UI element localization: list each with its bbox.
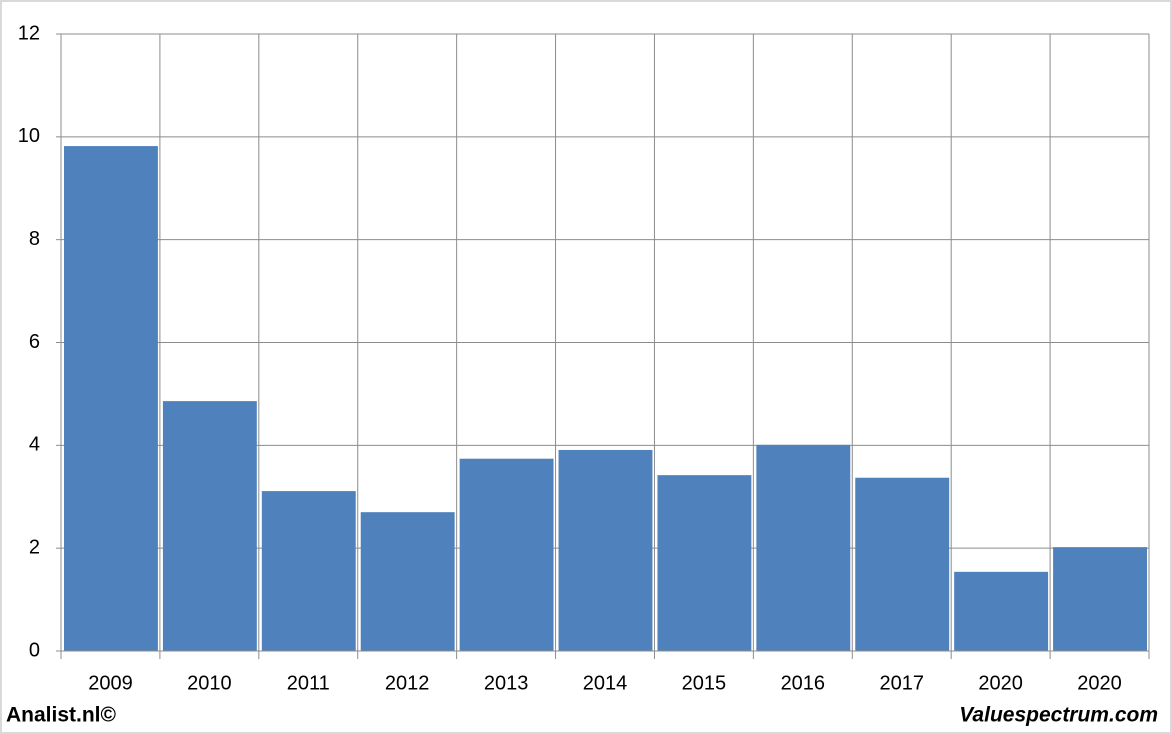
- bar: [162, 401, 257, 651]
- y-tick-label: 6: [29, 331, 40, 353]
- x-tick-label: 2012: [385, 672, 430, 694]
- y-tick-label: 0: [29, 639, 40, 661]
- footer-left: Analist.nl©: [6, 704, 117, 727]
- x-tick-label: 2015: [682, 672, 727, 694]
- x-tick-label: 2020: [978, 672, 1023, 694]
- y-tick-label: 2: [29, 536, 40, 558]
- x-tick-label: 2010: [187, 672, 232, 694]
- bar: [756, 444, 851, 651]
- bar: [360, 512, 455, 651]
- bar: [657, 475, 752, 651]
- x-tick-label: 2013: [484, 672, 529, 694]
- bar: [64, 146, 158, 652]
- bar: [459, 458, 554, 651]
- bar: [558, 449, 653, 651]
- footer-right: Valuespectrum.com: [959, 704, 1158, 727]
- y-tick-label: 12: [18, 22, 40, 44]
- bar: [261, 491, 356, 651]
- x-tick-label: 2014: [583, 672, 628, 694]
- x-tick-label: 2016: [781, 672, 826, 694]
- x-tick-label: 2017: [879, 672, 924, 694]
- bar: [954, 571, 1049, 651]
- x-tick-label: 2011: [287, 672, 330, 694]
- bar: [855, 477, 950, 651]
- x-tick-label: 2009: [88, 672, 133, 694]
- bar: [1053, 547, 1147, 651]
- x-tick-label: 2020: [1077, 672, 1122, 694]
- y-tick-label: 4: [29, 434, 40, 456]
- y-tick-label: 10: [18, 125, 40, 147]
- y-tick-label: 8: [29, 228, 40, 250]
